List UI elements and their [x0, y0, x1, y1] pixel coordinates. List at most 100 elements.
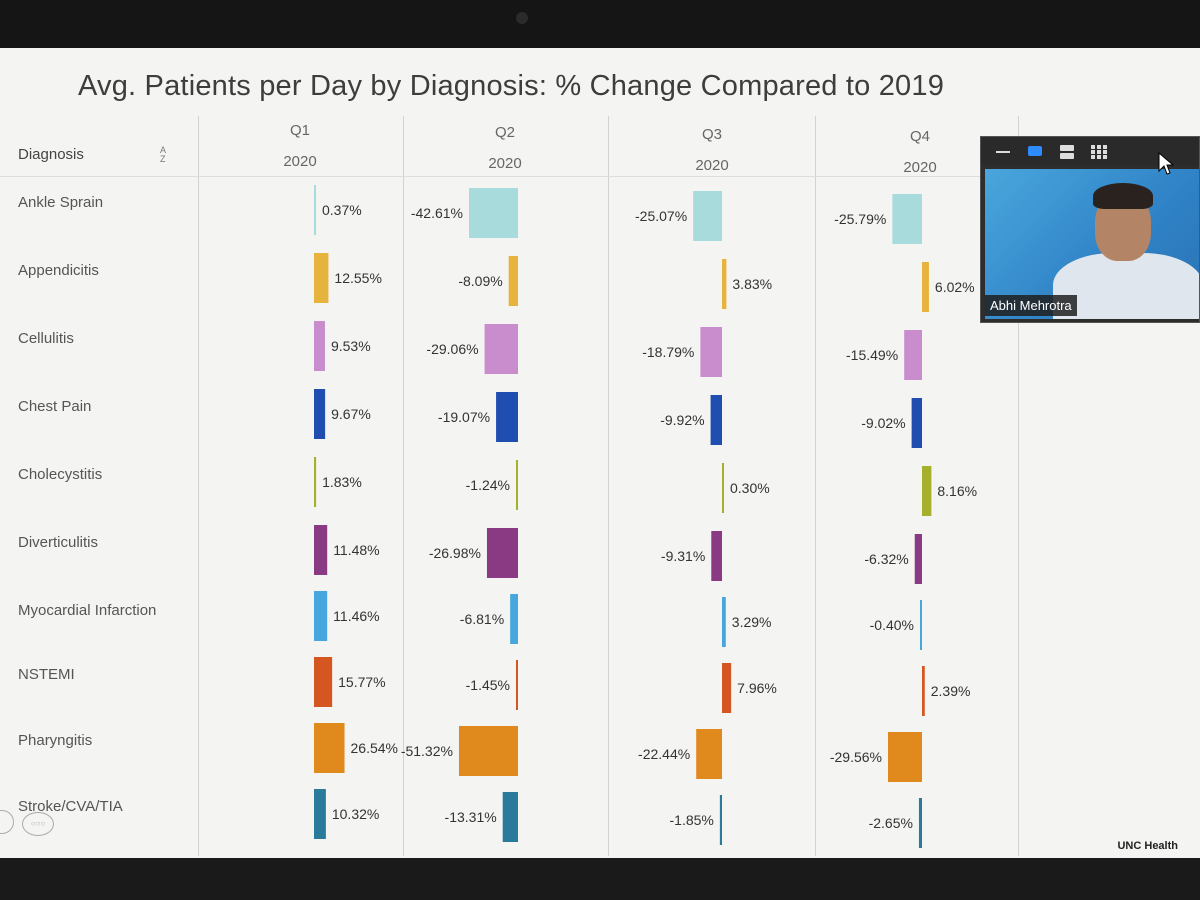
- bar: [484, 324, 518, 374]
- bar: [700, 327, 722, 377]
- bar-value-label: -29.06%: [426, 341, 478, 357]
- bar: [693, 191, 722, 241]
- row-label: Appendicitis: [18, 262, 99, 279]
- bar: [904, 330, 922, 380]
- bar: [922, 666, 925, 716]
- bar-value-label: -22.44%: [638, 746, 690, 762]
- participant-video: [985, 169, 1199, 319]
- row-label: Cholecystitis: [18, 466, 103, 483]
- bar-value-label: -9.31%: [661, 548, 705, 564]
- bar-value-label: 0.37%: [322, 202, 362, 218]
- row-label: Diverticulitis: [18, 534, 99, 551]
- participant-name-label: Abhi Mehrotra: [985, 295, 1077, 316]
- bar: [314, 789, 326, 839]
- bar: [892, 194, 922, 244]
- row-label: NSTEMI: [18, 666, 75, 683]
- bar-value-label: -26.98%: [429, 545, 481, 561]
- bar-value-label: 0.30%: [730, 480, 770, 496]
- participant-shirt: [1053, 253, 1199, 319]
- bar-value-label: 26.54%: [351, 740, 398, 756]
- bar: [314, 457, 317, 507]
- bar-value-label: -1.24%: [466, 477, 510, 493]
- minimize-icon[interactable]: [995, 145, 1011, 157]
- bar-value-label: 11.48%: [333, 542, 379, 558]
- bar: [508, 256, 518, 306]
- bar-value-label: 12.55%: [334, 270, 381, 286]
- bar-value-label: -1.45%: [466, 677, 510, 693]
- row-label: Ankle Sprain: [18, 194, 104, 211]
- bar-value-label: -15.49%: [846, 347, 898, 363]
- header-divider: [0, 176, 1200, 177]
- brand-watermark: UNC Health: [1117, 840, 1178, 852]
- bar: [314, 525, 328, 575]
- bar: [314, 591, 328, 641]
- bar: [722, 597, 726, 647]
- bar: [922, 466, 932, 516]
- column-header-q1: Q1 2020: [283, 122, 317, 170]
- webcam: [516, 12, 528, 24]
- bar: [888, 732, 922, 782]
- bar-value-label: 8.16%: [937, 483, 977, 499]
- chart-title: Avg. Patients per Day by Diagnosis: % Ch…: [78, 70, 945, 102]
- laptop-bezel-top: [0, 0, 1200, 48]
- bar: [314, 321, 325, 371]
- column-divider: [1018, 116, 1019, 856]
- row-label: Stroke/CVA/TIA: [18, 798, 123, 815]
- shared-screen: Avg. Patients per Day by Diagnosis: % Ch…: [0, 48, 1200, 858]
- bar: [496, 392, 518, 442]
- bar: [516, 460, 518, 510]
- bar: [918, 798, 922, 848]
- bar-value-label: 10.32%: [332, 806, 379, 822]
- bar-value-label: -42.61%: [411, 205, 463, 221]
- bar: [516, 660, 518, 710]
- bar-value-label: 9.53%: [331, 338, 371, 354]
- row-label: Chest Pain: [18, 398, 92, 415]
- bar-value-label: -25.79%: [834, 211, 886, 227]
- bar: [696, 729, 722, 779]
- bar: [722, 463, 724, 513]
- bar-chart: 0.37% 12.55% 9.53% 9.67% 1.83% 11.48% 11.46% 15…: [314, 185, 977, 848]
- bar: [468, 188, 518, 238]
- participant-hair: [1093, 183, 1153, 209]
- bar-value-label: -29.56%: [830, 749, 882, 765]
- bar: [458, 726, 518, 776]
- bar: [486, 528, 518, 578]
- bar-value-label: 15.77%: [338, 674, 385, 690]
- bar: [314, 185, 316, 235]
- bar-value-label: -25.07%: [635, 208, 687, 224]
- row-label: Pharyngitis: [18, 732, 93, 749]
- bar: [314, 657, 333, 707]
- bar-value-label: 11.46%: [333, 608, 379, 624]
- bar-value-label: 6.02%: [935, 279, 975, 295]
- bar-value-label: -9.92%: [660, 412, 704, 428]
- mouse-cursor-icon: [1158, 152, 1174, 175]
- bar-value-label: 1.83%: [322, 474, 362, 490]
- bar-value-label: -6.81%: [460, 611, 504, 627]
- side-by-side-icon[interactable]: [1059, 145, 1075, 159]
- bar-value-label: 9.67%: [331, 406, 371, 422]
- bar: [314, 389, 326, 439]
- more-options-icon[interactable]: ○○○: [22, 812, 54, 836]
- bar: [502, 792, 518, 842]
- video-pip-window[interactable]: Abhi Mehrotra: [980, 136, 1200, 323]
- gallery-view-icon[interactable]: [1091, 145, 1107, 159]
- column-header-q4: Q4 2020: [903, 128, 937, 176]
- bar-value-label: -13.31%: [445, 809, 497, 825]
- bar: [314, 253, 329, 303]
- bar-value-label: -18.79%: [642, 344, 694, 360]
- bar-value-label: 2.39%: [931, 683, 971, 699]
- column-divider: [815, 116, 816, 856]
- column-divider: [403, 116, 404, 856]
- bar-value-label: 7.96%: [737, 680, 777, 696]
- bar: [711, 531, 722, 581]
- column-header-q2: Q2 2020: [488, 124, 522, 172]
- bar: [710, 395, 722, 445]
- laptop-bezel-bottom: [0, 858, 1200, 900]
- bar: [722, 663, 732, 713]
- bar: [314, 723, 345, 773]
- bar-value-label: -2.65%: [869, 815, 913, 831]
- bar-value-label: -51.32%: [401, 743, 453, 759]
- row-label: Myocardial Infarction: [18, 602, 157, 619]
- speaker-view-icon[interactable]: [1027, 145, 1043, 157]
